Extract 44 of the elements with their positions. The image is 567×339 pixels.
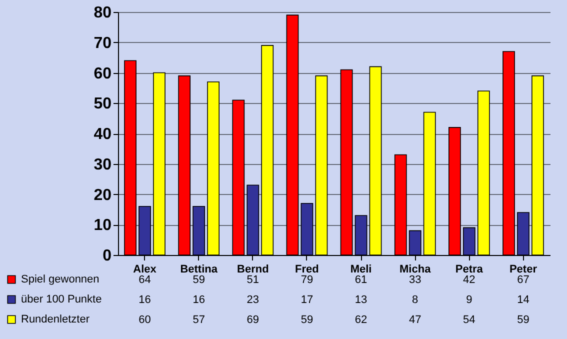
y-tick-label: 10 <box>94 217 112 234</box>
data-label: 67 <box>517 274 530 286</box>
x-tick-label: Bettina <box>180 264 218 276</box>
data-label: 59 <box>300 314 314 326</box>
x-tick-label: Peter <box>509 264 538 276</box>
x-tick-label: Micha <box>400 264 432 276</box>
data-label: 14 <box>517 294 530 306</box>
x-tick-label: Bernd <box>237 264 269 276</box>
y-tick-label: 50 <box>94 96 112 113</box>
data-label: 33 <box>408 274 422 286</box>
data-label: 16 <box>192 294 205 306</box>
y-tick-label: 70 <box>94 34 112 52</box>
y-tick-label: 60 <box>94 65 112 82</box>
data-label: 9 <box>466 294 472 306</box>
data-label: 59 <box>192 274 205 286</box>
data-label: 62 <box>354 314 368 326</box>
x-tick-label: Petra <box>455 264 484 276</box>
x-tick-label: Alex <box>133 264 158 276</box>
data-label: 57 <box>192 314 205 326</box>
data-label: 69 <box>246 314 260 326</box>
x-tick-label: Meli <box>350 264 372 276</box>
data-label: 17 <box>300 294 314 306</box>
data-label: 23 <box>246 294 260 306</box>
data-label: 54 <box>463 314 476 326</box>
data-label: 60 <box>138 314 151 326</box>
y-tick-label: 30 <box>94 156 112 174</box>
data-label: 79 <box>300 274 314 286</box>
data-label: 42 <box>463 274 476 286</box>
data-label: 13 <box>354 294 368 306</box>
data-label: 59 <box>517 314 530 326</box>
y-tick-label: 20 <box>94 186 112 204</box>
y-tick-label: 80 <box>94 4 112 22</box>
x-tick-label: Fred <box>295 264 319 276</box>
data-label: 51 <box>246 274 260 286</box>
data-label: 47 <box>408 314 422 326</box>
y-tick-label: 40 <box>94 126 112 143</box>
legend-label: über 100 Punkte <box>21 294 102 306</box>
legend-label: Spiel gewonnen <box>21 274 100 286</box>
data-label: 16 <box>138 294 151 306</box>
data-label: 8 <box>412 294 418 306</box>
y-tick-label: 0 <box>102 248 112 264</box>
legend-label: Rundenletzter <box>21 314 90 326</box>
data-label: 64 <box>138 274 151 286</box>
data-label: 61 <box>354 274 368 286</box>
